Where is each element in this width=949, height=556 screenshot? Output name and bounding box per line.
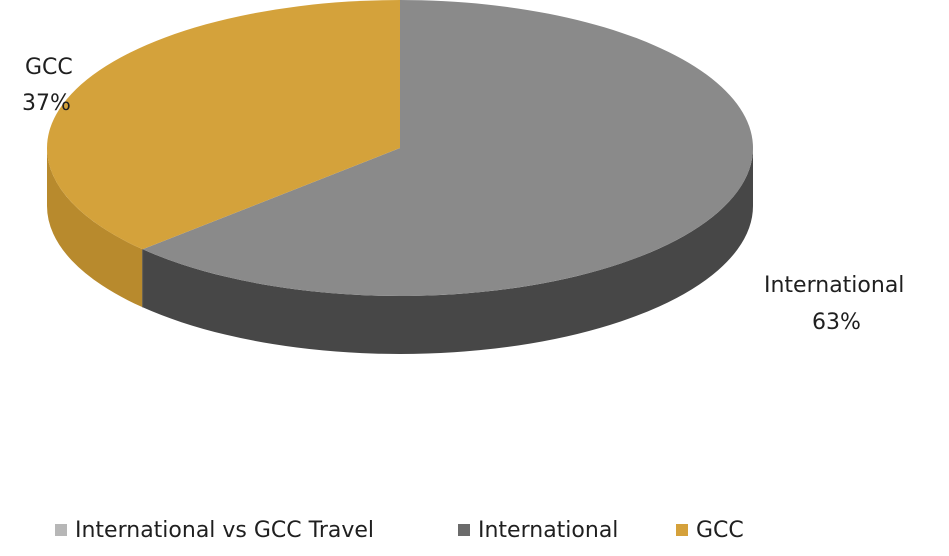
pie-side-gcc: [47, 148, 143, 308]
slice-label-international: International: [764, 273, 905, 298]
slice-percent-international: 63%: [812, 310, 861, 335]
chart-legend: International vs GCC Travel Internationa…: [0, 515, 949, 545]
legend-swatch-international-vs-gcc-travel: [55, 524, 67, 536]
slice-label-gcc: GCC: [25, 55, 73, 80]
pie-slice-gcc: [47, 0, 401, 250]
legend-item-international-vs-gcc-travel: International vs GCC Travel: [55, 515, 374, 545]
pie-slice-international: [142, 0, 753, 296]
legend-swatch-gcc: [676, 524, 688, 536]
legend-swatch-international: [458, 524, 470, 536]
legend-label-international: International: [478, 517, 619, 543]
legend-item-international: International: [458, 515, 618, 545]
pie-side-international: [142, 148, 754, 354]
legend-item-gcc: GCC: [676, 515, 744, 545]
legend-label-international-vs-gcc-travel: International vs GCC Travel: [75, 517, 375, 543]
legend-label-gcc: GCC: [696, 517, 744, 543]
pie-depth-group: [47, 148, 754, 354]
pie-top-group: [47, 0, 753, 296]
slice-percent-gcc: 37%: [22, 91, 71, 116]
